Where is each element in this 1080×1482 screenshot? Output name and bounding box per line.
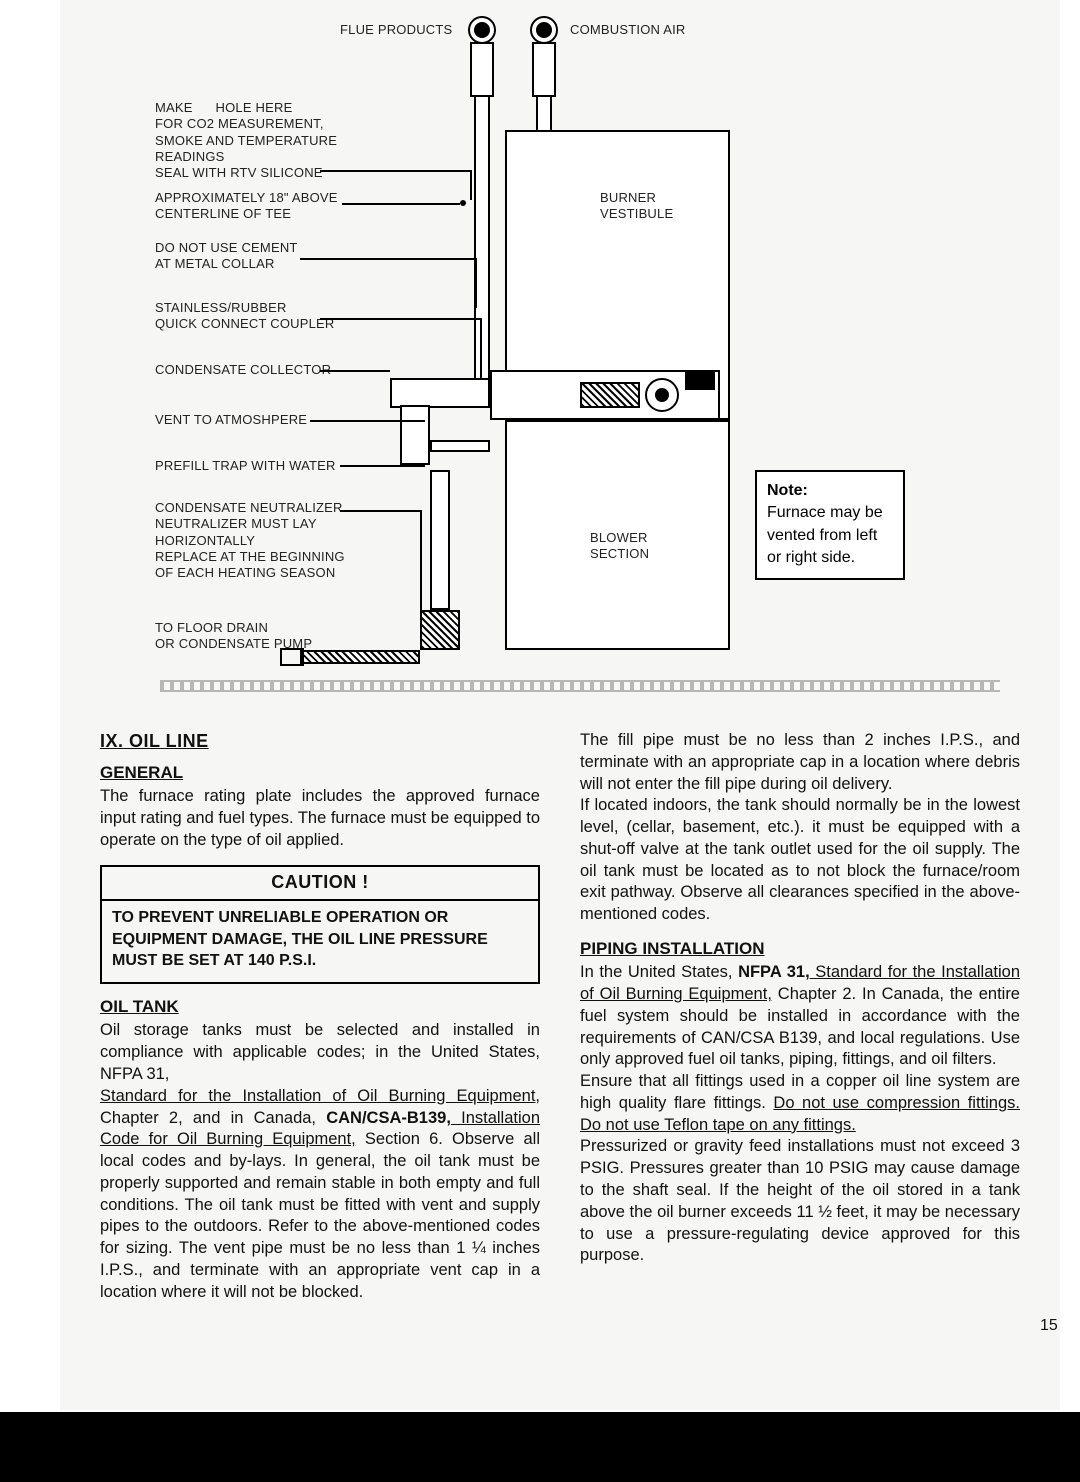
label-prefill: PREFILL TRAP WITH WATER	[155, 458, 336, 474]
leader-7	[340, 465, 425, 467]
column-left: IX. OIL LINE GENERAL The furnace rating …	[100, 730, 540, 1306]
bottom-black-strip	[0, 1412, 1080, 1482]
label-flue-products: FLUE PRODUCTS	[340, 22, 452, 38]
label-no-cement: DO NOT USE CEMENT AT METAL COLLAR	[155, 240, 298, 273]
leader-4	[320, 318, 480, 320]
leader-3v	[475, 258, 477, 308]
p3bold: NFPA 31,	[738, 963, 810, 981]
flue-cap-icon	[468, 16, 496, 44]
label-burner-vestibule: BURNER VESTIBULE	[600, 190, 673, 223]
air-cap-icon	[530, 16, 558, 44]
note-body: Furnace may be vented from left or right…	[767, 504, 883, 566]
oil-tank-p1a: Oil storage tanks must be selected and i…	[100, 1021, 540, 1083]
leader-5	[320, 370, 390, 372]
oil-tank-link1: Standard for the Installation of Oil Bur…	[100, 1087, 540, 1105]
label-blower-section: BLOWER SECTION	[590, 530, 649, 563]
body-text: IX. OIL LINE GENERAL The furnace rating …	[60, 710, 1060, 1306]
burner-fan-dot	[655, 388, 669, 402]
note-box: Note: Furnace may be vented from left or…	[755, 470, 905, 580]
leader-2	[342, 203, 460, 205]
caution-box: CAUTION ! TO PREVENT UNRELIABLE OPERATIO…	[100, 865, 540, 984]
general-text: The furnace rating plate includes the ap…	[100, 786, 540, 851]
trap-pipe	[430, 470, 450, 610]
label-collector: CONDENSATE COLLECTOR	[155, 362, 331, 378]
vent-stub	[430, 440, 490, 452]
oil-tank-para: Oil storage tanks must be selected and i…	[100, 1020, 540, 1303]
oil-tank-p1c: Section 6. Observe all local codes and b…	[100, 1130, 540, 1300]
condensate-drop	[400, 405, 430, 465]
tee-horizontal	[390, 378, 490, 408]
flue-pipe	[474, 95, 490, 385]
leader-1v	[470, 170, 472, 200]
furnace-diagram: FLUE PRODUCTS COMBUSTION AIR BURNER VEST…	[60, 0, 1060, 710]
leader-3	[300, 258, 475, 260]
piping-title: PIPING INSTALLATION	[580, 938, 1020, 960]
leader-8	[340, 510, 420, 512]
floor-line	[160, 680, 1000, 692]
column-right: The fill pipe must be no less than 2 inc…	[580, 730, 1020, 1306]
flue-collar	[470, 42, 494, 97]
col2-p3: In the United States, NFPA 31, Standard …	[580, 962, 1020, 1071]
leader-8v	[420, 510, 422, 610]
label-18-above: APPROXIMATELY 18" ABOVE CENTERLINE OF TE…	[155, 190, 338, 223]
neutralizer	[420, 610, 460, 650]
oil-tank-p1b: Chapter 2, and in Canada,	[100, 1109, 326, 1127]
leader-6	[310, 420, 425, 422]
page: FLUE PRODUCTS COMBUSTION AIR BURNER VEST…	[60, 0, 1060, 1410]
col2-p5: Pressurized or gravity feed installation…	[580, 1136, 1020, 1267]
leader-4v	[480, 318, 482, 378]
air-collar	[532, 42, 556, 97]
page-number: 15	[1040, 1315, 1080, 1336]
label-neutralizer: CONDENSATE NEUTRALIZER NEUTRALIZER MUST …	[155, 500, 345, 581]
measurement-hole-dot	[460, 200, 466, 206]
leader-1	[320, 170, 470, 172]
caution-body: TO PREVENT UNRELIABLE OPERATION OR EQUIP…	[102, 901, 538, 982]
oil-tank-bold: CAN/CSA-B139,	[326, 1109, 451, 1127]
label-vent-atmos: VENT TO ATMOSHPERE	[155, 412, 307, 428]
drain-line	[300, 650, 420, 664]
section-title: IX. OIL LINE	[100, 730, 540, 754]
burner-end	[685, 370, 715, 390]
col2-p4: Ensure that all fittings used in a coppe…	[580, 1071, 1020, 1136]
p3a: In the United States,	[580, 963, 738, 981]
p4u2: Do not use Teflon tape on any fittings.	[580, 1116, 856, 1134]
label-make-hole: MAKE HOLE HERE FOR CO2 MEASUREMENT, SMOK…	[155, 100, 337, 181]
burner-hatched	[580, 382, 640, 408]
p4u1: Do not use compression fittings.	[773, 1094, 1020, 1112]
oil-tank-title: OIL TANK	[100, 996, 540, 1018]
general-title: GENERAL	[100, 762, 540, 784]
col2-p1: The fill pipe must be no less than 2 inc…	[580, 730, 1020, 795]
label-combustion-air: COMBUSTION AIR	[570, 22, 685, 38]
caution-title: CAUTION !	[102, 867, 538, 901]
col2-p2: If located indoors, the tank should norm…	[580, 795, 1020, 926]
note-title: Note:	[767, 482, 808, 499]
label-floor-drain: TO FLOOR DRAIN OR CONDENSATE PUMP	[155, 620, 312, 653]
label-coupler: STAINLESS/RUBBER QUICK CONNECT COUPLER	[155, 300, 334, 333]
